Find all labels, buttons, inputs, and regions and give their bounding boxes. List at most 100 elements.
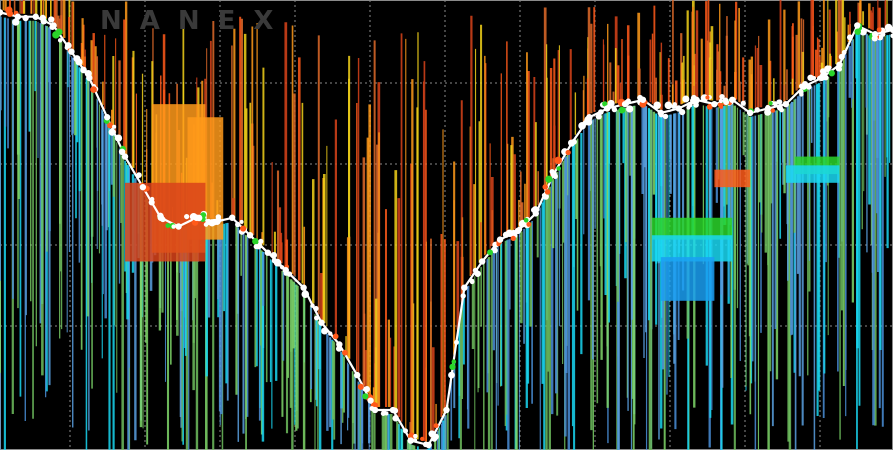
trade-print (768, 101, 773, 106)
trade-print (90, 86, 97, 93)
trade-print (598, 109, 604, 115)
trade-print (772, 101, 778, 107)
trade-print (191, 219, 199, 226)
trade-print (854, 28, 862, 35)
trade-print (510, 235, 516, 241)
trade-print (827, 65, 832, 70)
trade-print (705, 95, 710, 100)
trade-print (57, 38, 63, 43)
trade-print (80, 66, 87, 74)
data-point (336, 341, 343, 348)
data-point (889, 26, 893, 34)
trade-print (556, 166, 562, 171)
trade-print (799, 92, 804, 97)
trade-print (362, 393, 369, 400)
data-point (782, 100, 790, 108)
trade-print (301, 290, 310, 298)
trade-print (602, 101, 608, 107)
data-point (389, 406, 397, 414)
trade-print (841, 50, 847, 55)
trade-print (203, 222, 209, 227)
data-point (514, 227, 522, 235)
trade-print (184, 213, 190, 220)
trade-print (838, 53, 845, 60)
trade-print (420, 436, 425, 442)
data-point (407, 437, 414, 444)
trade-print (277, 262, 282, 267)
trade-print (413, 433, 418, 439)
trade-print (321, 327, 329, 335)
trade-print (108, 128, 116, 136)
quote-block (714, 169, 751, 188)
data-point (157, 214, 164, 221)
trade-print (64, 44, 70, 51)
trade-print (413, 438, 418, 443)
trade-print (722, 97, 729, 104)
trade-print (607, 99, 615, 108)
trade-print (544, 189, 551, 195)
quote-block (651, 217, 733, 240)
trade-print (118, 148, 126, 156)
data-point (443, 406, 450, 414)
data-point (800, 83, 807, 90)
data-point (854, 22, 861, 29)
trade-print (271, 257, 278, 264)
trade-print (718, 98, 723, 104)
trade-print (595, 113, 602, 120)
trade-print (328, 331, 333, 336)
data-point (425, 441, 432, 449)
trade-print (653, 101, 661, 110)
trade-print (393, 414, 399, 420)
trade-print (22, 14, 29, 22)
data-point (371, 406, 379, 414)
trade-print (314, 315, 319, 321)
trade-print (171, 224, 176, 229)
trade-print (672, 103, 677, 109)
trade-print (469, 278, 475, 284)
trade-print (526, 221, 532, 227)
trade-print (811, 76, 817, 81)
trade-print (890, 33, 893, 39)
trade-print (252, 238, 259, 245)
data-point (532, 210, 539, 217)
trade-print (270, 251, 278, 259)
trade-print (12, 18, 20, 26)
data-point (675, 105, 682, 112)
data-point (746, 109, 754, 117)
data-point (354, 371, 361, 379)
trade-print (367, 397, 374, 404)
trade-print (313, 305, 319, 312)
trade-print (554, 156, 562, 165)
trade-print (253, 243, 259, 250)
data-point (711, 100, 718, 108)
trade-print (719, 104, 724, 109)
trade-print (310, 303, 315, 308)
trade-print (618, 106, 626, 114)
data-point (550, 170, 557, 178)
trade-print (235, 221, 241, 228)
data-point (586, 114, 593, 121)
trade-print (136, 172, 142, 178)
data-point (461, 284, 468, 291)
trade-print (114, 134, 123, 142)
trade-print (239, 219, 244, 224)
trade-print (5, 6, 13, 14)
data-point (836, 61, 843, 69)
quote-block (660, 257, 715, 301)
trade-print (75, 58, 83, 66)
data-point (0, 9, 4, 16)
data-point (264, 249, 272, 256)
trade-print (626, 105, 634, 113)
trade-print (807, 74, 814, 81)
trade-print (545, 175, 553, 183)
data-point (50, 22, 57, 29)
trade-print (822, 70, 827, 76)
data-point (103, 114, 111, 121)
trade-print (342, 349, 348, 356)
trade-print (433, 423, 439, 429)
data-point (211, 218, 218, 226)
trade-print (611, 106, 618, 113)
data-point (282, 267, 289, 274)
trade-print (384, 411, 389, 416)
